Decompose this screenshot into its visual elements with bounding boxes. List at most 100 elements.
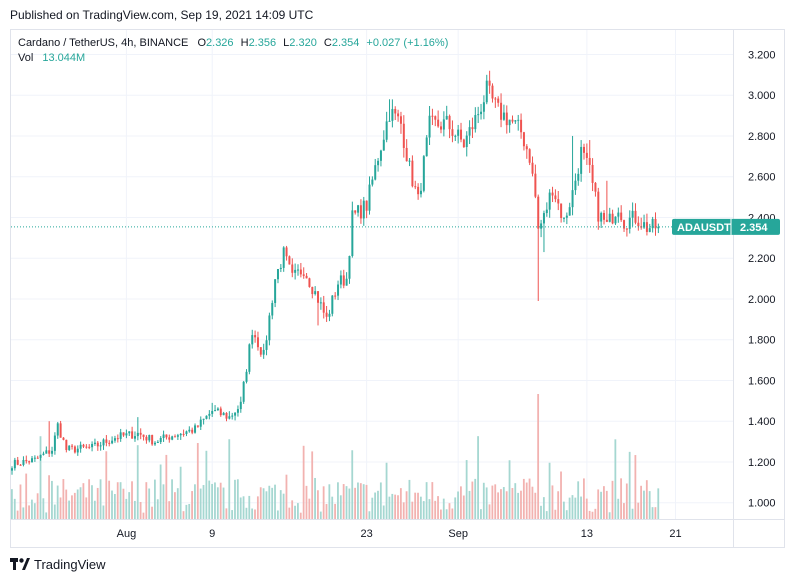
candle-body	[354, 210, 357, 213]
last-price-badge[interactable]: ADAUSDT 2.354	[672, 218, 780, 235]
candle-body	[351, 210, 354, 256]
volume-bar	[59, 497, 62, 519]
candle-body	[637, 222, 640, 227]
volume-bar	[11, 489, 13, 519]
candle-body	[319, 302, 322, 304]
volume-bar	[56, 485, 59, 519]
volume-bar	[205, 450, 208, 519]
volume-bar	[265, 491, 268, 519]
volume-bar	[299, 512, 302, 519]
volume-bar	[239, 497, 242, 519]
time-tick-label: 23	[361, 528, 373, 540]
volume-bar	[297, 503, 299, 519]
candle-body	[491, 85, 494, 99]
candle-body	[600, 212, 603, 222]
candle-body	[334, 295, 337, 297]
volume-bar	[211, 483, 213, 519]
volume-bar	[440, 509, 442, 519]
candle-body	[431, 115, 434, 117]
volume-bar	[560, 471, 562, 519]
volume-bar	[13, 498, 16, 519]
price-tick-label: 1.600	[748, 375, 776, 387]
candle-body	[517, 119, 520, 121]
volume-bar	[491, 485, 494, 519]
volume-bar	[651, 507, 654, 519]
footer-brand[interactable]: TradingView	[34, 557, 106, 572]
candle-body	[359, 205, 362, 219]
candle-body	[411, 160, 414, 187]
last-price-symbol: ADAUSDT	[677, 222, 731, 234]
candle-body	[142, 434, 145, 437]
volume-bar	[319, 511, 322, 519]
candle-body	[325, 312, 328, 317]
volume-bar	[391, 493, 394, 519]
candle-body	[348, 255, 351, 279]
candle-body	[76, 448, 79, 453]
volume-bar	[643, 490, 645, 519]
volume-bar	[640, 485, 642, 519]
tradingview-logo-icon[interactable]	[10, 558, 30, 572]
candle-body	[474, 115, 477, 130]
candle-body	[500, 102, 503, 120]
legend-vol-label[interactable]: Vol	[18, 52, 34, 64]
candle-body	[620, 212, 623, 221]
volume-bar	[119, 482, 122, 519]
price-tick-label: 3.200	[748, 49, 776, 61]
volume-bar	[657, 488, 660, 519]
volume-bar	[468, 490, 471, 519]
chart-frame[interactable]	[10, 29, 785, 548]
candle-body	[434, 116, 437, 120]
volume-bar	[142, 512, 145, 519]
candle-body	[357, 205, 360, 213]
candle-body	[605, 219, 608, 222]
candle-body	[537, 196, 540, 229]
legend-l-value: 2.320	[289, 37, 317, 49]
volume-bar	[36, 493, 39, 519]
volume-bar	[434, 500, 437, 519]
candle-body	[185, 431, 188, 435]
candle-body	[528, 149, 531, 163]
volume-bar	[480, 509, 482, 519]
candle-body	[477, 114, 480, 116]
candle-body	[211, 410, 214, 414]
price-tick-label: 1.400	[748, 416, 776, 428]
candle-body	[497, 98, 500, 103]
volume-bar	[591, 511, 594, 519]
volume-bar	[22, 507, 25, 519]
candle-body	[331, 295, 334, 314]
candle-body	[116, 438, 119, 440]
volume-bar	[377, 490, 379, 519]
volume-bar	[445, 509, 448, 519]
candle-body	[488, 80, 491, 86]
candle-body	[73, 446, 76, 453]
candle-body	[522, 132, 525, 147]
volume-bar	[208, 480, 211, 519]
volume-bar	[585, 498, 588, 519]
candle-body	[125, 433, 128, 436]
volume-bar	[605, 490, 608, 519]
volume-bar	[580, 496, 582, 519]
volume-bar	[148, 488, 151, 519]
legend-volume-row: Vol 13.044M	[18, 51, 448, 66]
volume-bar	[82, 483, 85, 519]
volume-bar	[279, 490, 282, 519]
legend-o-label: O	[197, 37, 207, 49]
candle-body	[291, 264, 294, 273]
candle-body	[557, 199, 560, 204]
candle-body	[119, 432, 122, 439]
volume-bar	[328, 484, 331, 519]
volume-bar	[111, 490, 113, 519]
price-tick-label: 2.000	[748, 294, 776, 306]
legend-symbol[interactable]: Cardano / TetherUS, 4h, BINANCE	[18, 37, 189, 49]
price-axis: 1.0001.2001.4001.6001.8002.0002.2002.400…	[748, 49, 776, 509]
volume-bar	[48, 475, 50, 519]
candle-body	[131, 431, 134, 439]
candle-body	[33, 457, 36, 459]
volume-bar	[422, 501, 425, 519]
candle-body	[628, 217, 631, 229]
candle-body	[248, 344, 251, 372]
candle-body	[362, 200, 365, 219]
candle-body	[371, 179, 374, 185]
candle-body	[108, 442, 111, 444]
